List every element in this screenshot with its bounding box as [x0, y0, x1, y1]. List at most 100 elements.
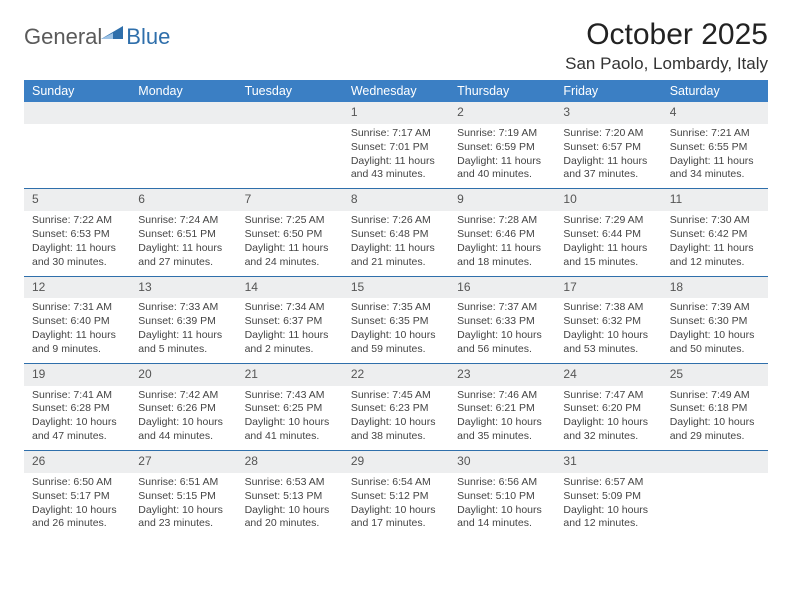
- day-number: 25: [662, 364, 768, 386]
- day-number: 17: [555, 277, 661, 299]
- sunset-text: Sunset: 5:17 PM: [32, 490, 122, 504]
- sunrise-text: Sunrise: 6:54 AM: [351, 476, 441, 490]
- day-cell: 27Sunrise: 6:51 AMSunset: 5:15 PMDayligh…: [130, 451, 236, 537]
- day-cell: 13Sunrise: 7:33 AMSunset: 6:39 PMDayligh…: [130, 277, 236, 363]
- day-number: 18: [662, 277, 768, 299]
- weekday-friday: Friday: [555, 80, 661, 102]
- day-number: 2: [449, 102, 555, 124]
- sunset-text: Sunset: 6:55 PM: [670, 141, 760, 155]
- day-number: 8: [343, 189, 449, 211]
- sunrise-text: Sunrise: 7:31 AM: [32, 301, 122, 315]
- day-body: Sunrise: 6:57 AMSunset: 5:09 PMDaylight:…: [555, 473, 661, 537]
- daylight-text: Daylight: 11 hours and 40 minutes.: [457, 155, 547, 183]
- sunset-text: Sunset: 5:10 PM: [457, 490, 547, 504]
- weekday-thursday: Thursday: [449, 80, 555, 102]
- day-cell: 25Sunrise: 7:49 AMSunset: 6:18 PMDayligh…: [662, 364, 768, 450]
- day-cell: 31Sunrise: 6:57 AMSunset: 5:09 PMDayligh…: [555, 451, 661, 537]
- day-number: 4: [662, 102, 768, 124]
- day-number: [24, 102, 130, 124]
- day-cell: 15Sunrise: 7:35 AMSunset: 6:35 PMDayligh…: [343, 277, 449, 363]
- day-body: Sunrise: 7:30 AMSunset: 6:42 PMDaylight:…: [662, 211, 768, 275]
- day-body: Sunrise: 7:20 AMSunset: 6:57 PMDaylight:…: [555, 124, 661, 188]
- day-cell: [130, 102, 236, 188]
- day-number: 29: [343, 451, 449, 473]
- day-number: 19: [24, 364, 130, 386]
- day-cell: 5Sunrise: 7:22 AMSunset: 6:53 PMDaylight…: [24, 189, 130, 275]
- sunset-text: Sunset: 6:48 PM: [351, 228, 441, 242]
- day-body: [237, 124, 343, 147]
- daylight-text: Daylight: 10 hours and 26 minutes.: [32, 504, 122, 532]
- sunrise-text: Sunrise: 6:53 AM: [245, 476, 335, 490]
- day-cell: 11Sunrise: 7:30 AMSunset: 6:42 PMDayligh…: [662, 189, 768, 275]
- day-cell: 2 Sunrise: 7:19 AMSunset: 6:59 PMDaylight…: [449, 102, 555, 188]
- day-number: 26: [24, 451, 130, 473]
- day-body: Sunrise: 7:37 AMSunset: 6:33 PMDaylight:…: [449, 298, 555, 362]
- sunset-text: Sunset: 6:21 PM: [457, 402, 547, 416]
- sunrise-text: Sunrise: 7:25 AM: [245, 214, 335, 228]
- day-cell: 24Sunrise: 7:47 AMSunset: 6:20 PMDayligh…: [555, 364, 661, 450]
- daylight-text: Daylight: 10 hours and 41 minutes.: [245, 416, 335, 444]
- sunset-text: Sunset: 6:18 PM: [670, 402, 760, 416]
- daylight-text: Daylight: 10 hours and 14 minutes.: [457, 504, 547, 532]
- sunset-text: Sunset: 6:26 PM: [138, 402, 228, 416]
- sunset-text: Sunset: 6:44 PM: [563, 228, 653, 242]
- logo-text-blue: Blue: [126, 24, 170, 50]
- sunrise-text: Sunrise: 7:41 AM: [32, 389, 122, 403]
- daylight-text: Daylight: 11 hours and 30 minutes.: [32, 242, 122, 270]
- sunrise-text: Sunrise: 7:19 AM: [457, 127, 547, 141]
- sunset-text: Sunset: 5:13 PM: [245, 490, 335, 504]
- day-body: Sunrise: 6:50 AMSunset: 5:17 PMDaylight:…: [24, 473, 130, 537]
- sunset-text: Sunset: 6:23 PM: [351, 402, 441, 416]
- day-number: 9: [449, 189, 555, 211]
- day-cell: 26Sunrise: 6:50 AMSunset: 5:17 PMDayligh…: [24, 451, 130, 537]
- daylight-text: Daylight: 10 hours and 29 minutes.: [670, 416, 760, 444]
- day-cell: 14Sunrise: 7:34 AMSunset: 6:37 PMDayligh…: [237, 277, 343, 363]
- daylight-text: Daylight: 11 hours and 43 minutes.: [351, 155, 441, 183]
- day-cell: 22Sunrise: 7:45 AMSunset: 6:23 PMDayligh…: [343, 364, 449, 450]
- sunrise-text: Sunrise: 6:56 AM: [457, 476, 547, 490]
- daylight-text: Daylight: 10 hours and 44 minutes.: [138, 416, 228, 444]
- day-body: Sunrise: 7:29 AMSunset: 6:44 PMDaylight:…: [555, 211, 661, 275]
- sunrise-text: Sunrise: 7:28 AM: [457, 214, 547, 228]
- day-number: 13: [130, 277, 236, 299]
- day-number: 27: [130, 451, 236, 473]
- day-cell: 8Sunrise: 7:26 AMSunset: 6:48 PMDaylight…: [343, 189, 449, 275]
- logo: General Blue: [24, 24, 170, 50]
- daylight-text: Daylight: 10 hours and 59 minutes.: [351, 329, 441, 357]
- sunset-text: Sunset: 5:15 PM: [138, 490, 228, 504]
- title-block: October 2025 San Paolo, Lombardy, Italy: [565, 18, 768, 74]
- day-number: 3: [555, 102, 661, 124]
- daylight-text: Daylight: 10 hours and 56 minutes.: [457, 329, 547, 357]
- week-row: 26Sunrise: 6:50 AMSunset: 5:17 PMDayligh…: [24, 451, 768, 537]
- weeks-container: 1Sunrise: 7:17 AMSunset: 7:01 PMDaylight…: [24, 102, 768, 537]
- week-row: 5Sunrise: 7:22 AMSunset: 6:53 PMDaylight…: [24, 189, 768, 276]
- day-number: 10: [555, 189, 661, 211]
- day-cell: 12Sunrise: 7:31 AMSunset: 6:40 PMDayligh…: [24, 277, 130, 363]
- day-number: 20: [130, 364, 236, 386]
- weekday-saturday: Saturday: [662, 80, 768, 102]
- day-cell: [237, 102, 343, 188]
- day-cell: 18Sunrise: 7:39 AMSunset: 6:30 PMDayligh…: [662, 277, 768, 363]
- sunset-text: Sunset: 6:59 PM: [457, 141, 547, 155]
- sunrise-text: Sunrise: 7:33 AM: [138, 301, 228, 315]
- day-number: 16: [449, 277, 555, 299]
- sunrise-text: Sunrise: 7:45 AM: [351, 389, 441, 403]
- day-number: 22: [343, 364, 449, 386]
- daylight-text: Daylight: 11 hours and 37 minutes.: [563, 155, 653, 183]
- day-cell: 16Sunrise: 7:37 AMSunset: 6:33 PMDayligh…: [449, 277, 555, 363]
- day-number: 12: [24, 277, 130, 299]
- day-number: 24: [555, 364, 661, 386]
- sunset-text: Sunset: 6:39 PM: [138, 315, 228, 329]
- sunrise-text: Sunrise: 7:37 AM: [457, 301, 547, 315]
- sunset-text: Sunset: 6:50 PM: [245, 228, 335, 242]
- sunrise-text: Sunrise: 7:38 AM: [563, 301, 653, 315]
- day-cell: 10Sunrise: 7:29 AMSunset: 6:44 PMDayligh…: [555, 189, 661, 275]
- daylight-text: Daylight: 11 hours and 15 minutes.: [563, 242, 653, 270]
- weekday-sunday: Sunday: [24, 80, 130, 102]
- day-number: 21: [237, 364, 343, 386]
- sunrise-text: Sunrise: 7:20 AM: [563, 127, 653, 141]
- day-number: 15: [343, 277, 449, 299]
- sunrise-text: Sunrise: 7:46 AM: [457, 389, 547, 403]
- day-cell: 4Sunrise: 7:21 AMSunset: 6:55 PMDaylight…: [662, 102, 768, 188]
- daylight-text: Daylight: 11 hours and 34 minutes.: [670, 155, 760, 183]
